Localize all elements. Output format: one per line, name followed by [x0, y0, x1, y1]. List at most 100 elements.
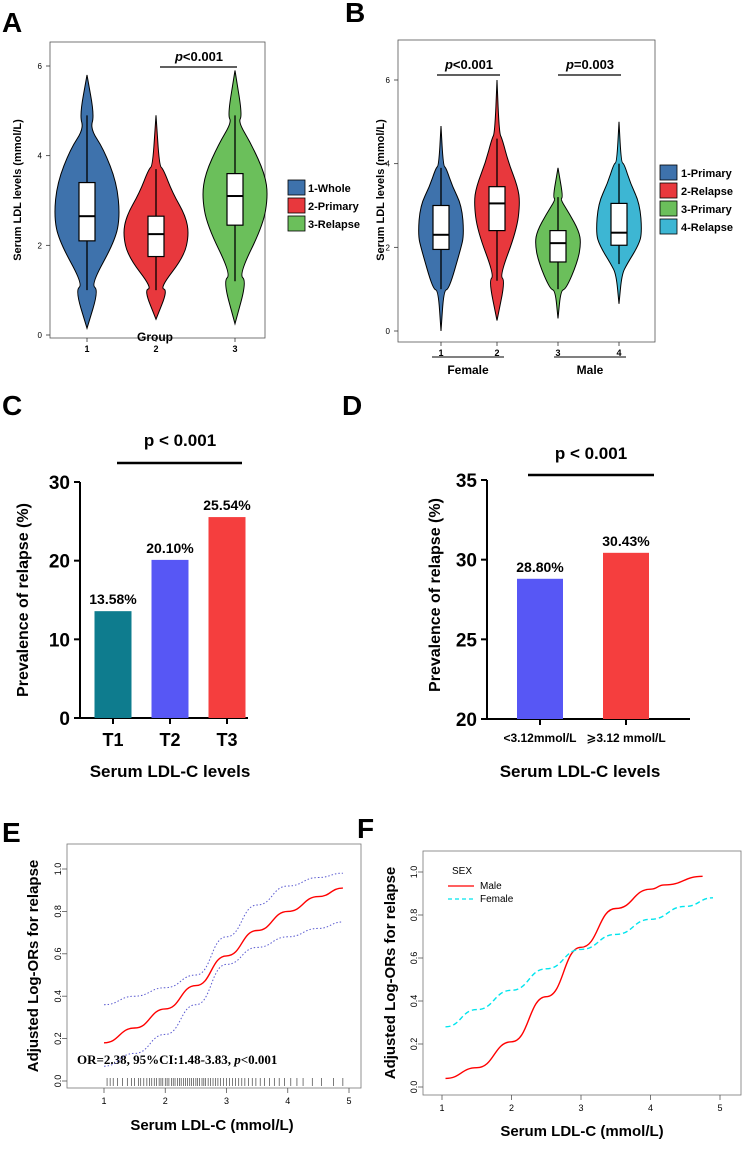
panel-d-xtick-label: ⩾3.12 mmol/L	[586, 731, 665, 745]
panel-b-annotations: p<0.001 p=0.003	[437, 57, 621, 76]
panel-c-xtick-label: T1	[102, 730, 123, 750]
panel-b-ytick-label: 0	[386, 327, 391, 336]
panel-a-legend-label-1: 1-Whole	[308, 183, 351, 195]
x-tick-label: 1	[84, 344, 89, 354]
panel-c-xlabel: Serum LDL-C levels	[90, 762, 251, 781]
panel-f-xtick-label: 3	[578, 1103, 583, 1113]
panel-e-frame	[66, 843, 362, 1089]
panel-f-legend: SEX Male Female	[448, 866, 514, 905]
panel-b-group-axis: Female Male	[432, 356, 626, 377]
panel-c-bar-2	[151, 559, 189, 718]
panel-b-sig-p-1: p	[444, 57, 453, 72]
panel-a-sig-text: p<0.001	[174, 49, 223, 64]
panel-e: E Adjusted Log-ORs for relapse Serum LDL…	[2, 817, 362, 1134]
panel-e-ylabel: Adjusted Log-ORs for relapse	[25, 860, 42, 1073]
panel-e-series-lower-ci	[103, 921, 343, 1067]
panel-e-ytick-label: 0.0	[53, 1075, 63, 1088]
panel-a-xlabel: Group	[137, 330, 173, 344]
panel-a-ylabel: Serum LDL levels (mmol/L)	[12, 119, 24, 261]
panel-f-ylabel: Adjusted Log-ORs for relapse	[382, 867, 399, 1080]
panel-a: A Serum LDL levels (mmol/L) Group p<0.00…	[2, 7, 360, 354]
panel-c-bar-3	[208, 517, 246, 718]
panel-c-annotation: p < 0.001	[117, 431, 242, 465]
panel-f-xtick-label: 4	[648, 1103, 653, 1113]
panel-e-xtick-label: 5	[346, 1096, 351, 1106]
violin-box	[432, 204, 450, 251]
panel-f-legend-title: SEX	[452, 866, 472, 877]
panel-f-letter: F	[357, 813, 374, 844]
panel-d-ytick-label: 20	[456, 710, 477, 731]
panel-e-ytick-label: 0.6	[53, 948, 63, 961]
panel-a-sig-value: <0.001	[183, 49, 223, 64]
panel-f-xtick-label: 2	[509, 1103, 514, 1113]
panel-c-letter: C	[2, 390, 22, 421]
panel-b-ytick-label: 2	[386, 243, 391, 252]
panel-a-ytick-label: 4	[38, 152, 43, 161]
panel-d: D Prevalence of relapse (%) Serum LDL-C …	[342, 390, 690, 781]
panel-f: F Adjusted Log-ORs for relapse Serum LDL…	[357, 813, 742, 1140]
panel-a-sig-p: p	[174, 49, 183, 64]
panel-c-ytick-label: 20	[49, 552, 70, 573]
panel-c-bar-1	[94, 611, 132, 718]
panel-e-xtick-label: 1	[101, 1096, 106, 1106]
panel-b-legend-swatch-4	[659, 218, 678, 235]
x-tick-label: 1	[438, 348, 443, 358]
panel-b-ytick-label: 6	[386, 76, 391, 85]
panel-f-xtick-label: 5	[717, 1103, 722, 1113]
panel-b-sig-value-2: =0.003	[574, 57, 614, 72]
panel-b-legend-label-1: 1-Primary	[681, 168, 733, 180]
panel-e-ytick-label: 0.2	[53, 1032, 63, 1045]
panel-b-sig-text-1: p<0.001	[444, 57, 493, 72]
violin-box	[549, 230, 567, 263]
panel-e-ytick-label: 1.0	[53, 863, 63, 876]
panel-d-ytick-label: 30	[456, 551, 477, 572]
panel-f-series-male	[445, 875, 703, 1080]
panel-b-sig-text-2: p=0.003	[565, 57, 614, 72]
panel-f-ytick-label: 0.6	[409, 952, 419, 965]
panel-e-series-estimate	[103, 887, 343, 1044]
violin-box	[226, 173, 244, 226]
panel-d-xtick-label: <3.12mmol/L	[503, 731, 576, 745]
panel-b-legend-label-3: 3-Primary	[681, 204, 733, 216]
panel-c-bar-value-label: 20.10%	[146, 540, 194, 556]
panel-c-ylabel: Prevalence of relapse (%)	[15, 503, 32, 697]
panel-b-male-label: Male	[577, 363, 604, 377]
panel-e-xtick-label: 2	[163, 1096, 168, 1106]
panel-d-annotation: p < 0.001	[528, 444, 654, 477]
panel-c: C Prevalence of relapse (%) Serum LDL-C …	[2, 390, 251, 781]
panel-c-ytick-label: 0	[59, 709, 70, 730]
panel-f-frame	[422, 850, 742, 1096]
panel-b-legend: 1-Primary 2-Relapse 3-Primary 4-Relapse	[659, 164, 733, 235]
panel-b-ylabel: Serum LDL levels (mmol/L)	[375, 119, 387, 261]
panel-d-bar-1	[517, 578, 563, 719]
panel-f-ytick-label: 0.2	[409, 1038, 419, 1051]
panel-b-legend-label-4: 4-Relapse	[681, 222, 733, 234]
panel-e-letter: E	[2, 817, 21, 848]
panel-b-legend-swatch-3	[659, 200, 678, 217]
panel-e-or-text: OR=2.38, 95%CI:1.48-3.83,	[77, 1052, 234, 1067]
panel-c-ytick-label: 30	[49, 473, 70, 494]
panel-b-female-label: Female	[447, 363, 489, 377]
panel-b: B Serum LDL levels (mmol/L) Female Male …	[345, 0, 733, 377]
panel-b-sig-p-2: p	[565, 57, 574, 72]
panel-a-legend: 1-Whole 2-Primary 3-Relapse	[287, 179, 360, 232]
panel-c-xtick-label: T2	[159, 730, 180, 750]
violin-box	[488, 186, 506, 232]
panel-b-sig-value-1: <0.001	[453, 57, 493, 72]
panel-e-series-upper-ci	[103, 872, 343, 1006]
panel-d-bar-value-label: 30.43%	[602, 533, 650, 549]
panel-d-letter: D	[342, 390, 362, 421]
panel-d-ytick-label: 35	[456, 471, 478, 492]
panel-a-legend-swatch-1	[287, 179, 306, 196]
panel-b-legend-swatch-2	[659, 182, 678, 199]
panel-d-sig-text: p < 0.001	[555, 444, 627, 463]
panel-e-ytick-label: 0.4	[53, 990, 63, 1003]
panel-e-xtick-label: 4	[285, 1096, 290, 1106]
panel-c-sig-text: p < 0.001	[144, 431, 216, 450]
panel-f-xlabel: Serum LDL-C (mmol/L)	[500, 1123, 663, 1140]
panel-c-xtick-label: T3	[216, 730, 237, 750]
panel-e-xtick-label: 3	[224, 1096, 229, 1106]
panel-f-legend-label-female: Female	[480, 894, 514, 905]
panel-a-annotation: p<0.001	[160, 49, 237, 68]
panel-f-series-female	[445, 897, 714, 1028]
